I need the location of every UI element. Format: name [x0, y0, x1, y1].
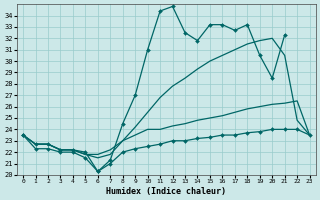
X-axis label: Humidex (Indice chaleur): Humidex (Indice chaleur)	[106, 187, 226, 196]
